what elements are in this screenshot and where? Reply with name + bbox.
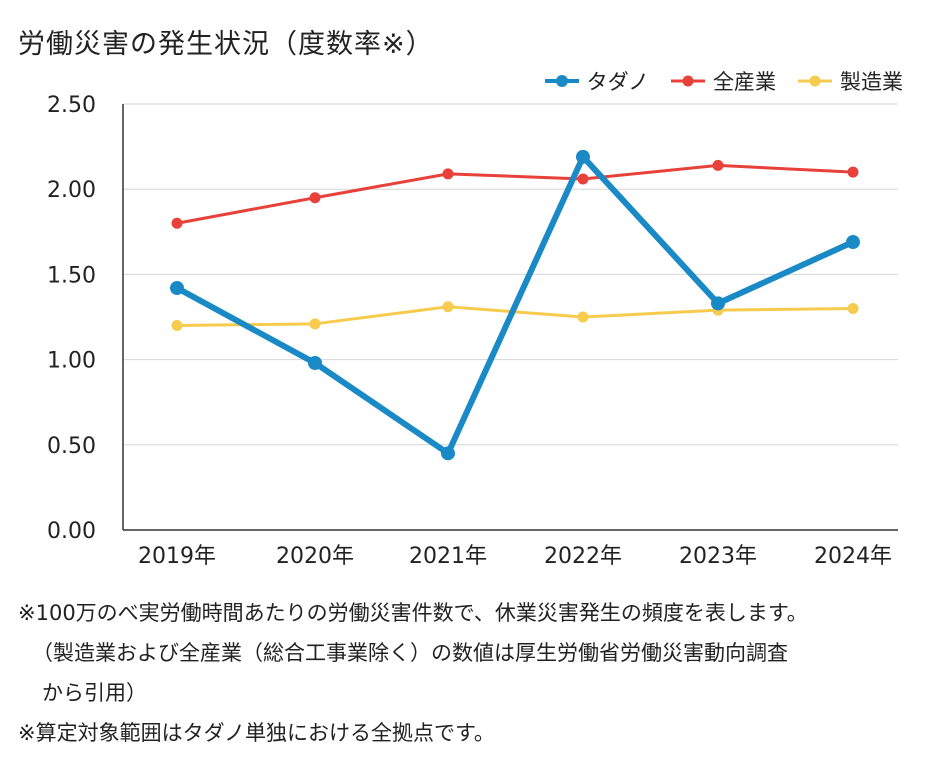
y-tick-label: 0.50 [47, 434, 96, 459]
x-tick-label: 2019年 [138, 544, 216, 569]
y-tick-label: 2.00 [47, 178, 96, 203]
legend-label: 製造業 [840, 70, 903, 94]
legend-item-tadano: タダノ [544, 66, 649, 96]
y-tick-label: 1.00 [47, 349, 96, 374]
data-point [712, 159, 724, 171]
data-point [170, 281, 184, 296]
y-tick-label: 0.00 [47, 519, 96, 544]
x-tick-label: 2022年 [544, 544, 622, 569]
legend-item-manufacturing: 製造業 [798, 66, 903, 96]
y-tick-label: 2.50 [47, 93, 96, 118]
series-line [176, 163, 854, 225]
x-tick-label: 2021年 [409, 544, 487, 569]
chart-title: 労働災害の発生状況（度数率※） [18, 29, 434, 60]
data-point [308, 356, 322, 371]
legend: タダノ 全産業 製造業 [544, 66, 903, 96]
x-tick-label: 2023年 [679, 544, 757, 569]
footnote-2: （製造業および全産業（総合工事業除く）の数値は厚生労働省労働災害動向調査 [32, 641, 788, 665]
legend-marker-icon [544, 75, 579, 87]
legend-label: タダノ [586, 70, 649, 94]
data-point [847, 302, 859, 314]
legend-label: 全産業 [713, 70, 776, 94]
data-point [442, 301, 454, 313]
data-point [171, 217, 183, 229]
x-tick-label: 2024年 [814, 544, 892, 569]
legend-item-all-industry: 全産業 [671, 66, 776, 96]
footnote-1: ※100万のべ実労働時間あたりの労働災害件数で、休業災害発生の頻度を表します。 [18, 601, 808, 625]
footnote-3: から引用） [42, 681, 147, 705]
data-point [577, 173, 589, 185]
data-point [442, 168, 454, 180]
data-point [846, 235, 860, 250]
data-point [711, 296, 725, 311]
footnote-4: ※算定対象範囲はタダノ単独における全拠点です。 [18, 721, 495, 745]
series-line [175, 153, 855, 457]
legend-marker-icon [671, 75, 705, 87]
data-point [171, 320, 183, 332]
data-point [577, 311, 589, 323]
data-point [441, 446, 455, 461]
legend-marker-icon [798, 75, 832, 87]
x-tick-label: 2020年 [276, 544, 354, 569]
y-tick-label: 1.50 [47, 263, 96, 288]
data-point [309, 192, 321, 204]
data-point [847, 166, 859, 178]
data-point [309, 318, 321, 330]
data-point [576, 149, 590, 164]
